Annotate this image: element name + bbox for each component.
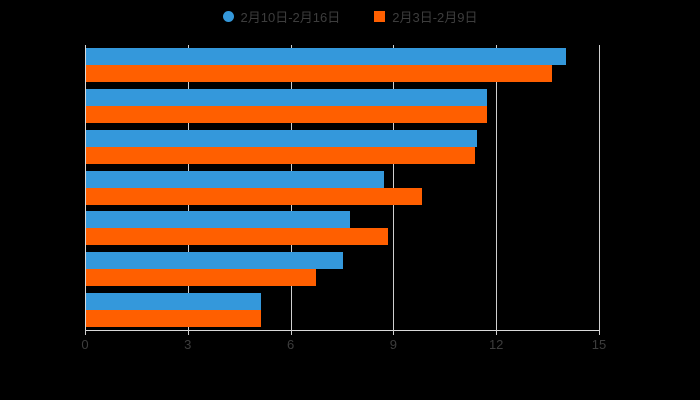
bar-1-2[interactable] xyxy=(86,146,475,164)
legend-item-series-1[interactable]: 2月3日-2月9日 xyxy=(374,7,477,26)
bar-1-1[interactable] xyxy=(86,106,487,124)
x-tick-label-12: 12 xyxy=(488,337,504,352)
bar-0-5[interactable] xyxy=(86,251,343,269)
x-tick-label-15: 15 xyxy=(591,337,607,352)
chart-legend: 2月10日-2月16日 2月3日-2月9日 xyxy=(0,6,700,26)
gridline-15 xyxy=(599,45,600,330)
tick-mark-3 xyxy=(187,330,189,335)
bar-0-4[interactable] xyxy=(86,211,350,229)
bar-0-0[interactable] xyxy=(86,48,566,66)
bar-1-4[interactable] xyxy=(86,228,388,246)
bar-1-0[interactable] xyxy=(86,65,553,83)
y-axis-line xyxy=(85,45,86,330)
x-axis-line xyxy=(85,330,599,331)
bar-1-3[interactable] xyxy=(86,187,422,205)
legend-circle-marker-icon xyxy=(222,10,234,22)
tick-mark-12 xyxy=(496,330,498,335)
bar-0-3[interactable] xyxy=(86,170,385,188)
legend-square-marker-icon xyxy=(374,10,386,22)
bar-0-1[interactable] xyxy=(86,89,487,107)
legend-label-series-1: 2月3日-2月9日 xyxy=(392,9,478,25)
x-tick-label-0: 0 xyxy=(81,337,89,352)
legend-label-series-0: 2月10日-2月16日 xyxy=(240,9,341,25)
x-tick-label-9: 9 xyxy=(389,337,398,352)
bar-1-5[interactable] xyxy=(86,268,316,286)
tick-mark-9 xyxy=(393,330,395,335)
x-tick-label-6: 6 xyxy=(286,337,295,352)
legend-item-series-0[interactable]: 2月10日-2月16日 xyxy=(222,7,341,26)
x-tick-label-3: 3 xyxy=(184,337,192,352)
bar-1-6[interactable] xyxy=(86,309,261,327)
tick-mark-15 xyxy=(599,330,600,335)
gridline-12 xyxy=(496,45,498,330)
tick-mark-0 xyxy=(85,330,86,335)
bar-0-2[interactable] xyxy=(86,129,477,147)
bar-0-6[interactable] xyxy=(86,292,261,310)
tick-mark-6 xyxy=(290,330,292,335)
